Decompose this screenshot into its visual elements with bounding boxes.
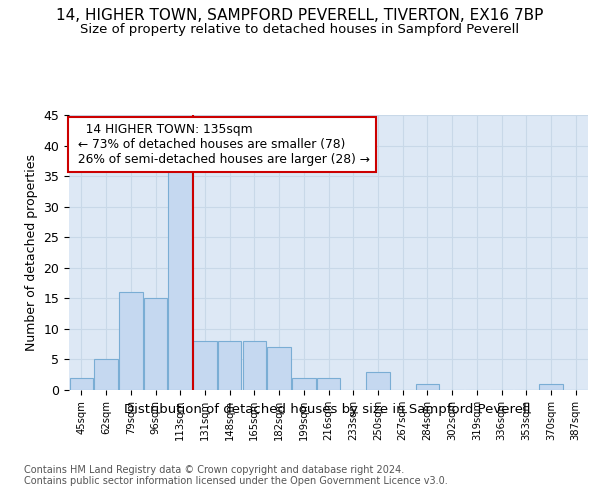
Bar <box>218 341 241 390</box>
Bar <box>169 164 192 390</box>
Bar <box>94 360 118 390</box>
Text: Size of property relative to detached houses in Sampford Peverell: Size of property relative to detached ho… <box>80 22 520 36</box>
Bar <box>242 341 266 390</box>
Bar <box>193 341 217 390</box>
Text: Contains public sector information licensed under the Open Government Licence v3: Contains public sector information licen… <box>24 476 448 486</box>
Bar <box>317 378 340 390</box>
Bar <box>268 347 291 390</box>
Text: Distribution of detached houses by size in Sampford Peverell: Distribution of detached houses by size … <box>124 402 530 415</box>
Bar <box>366 372 389 390</box>
Bar <box>416 384 439 390</box>
Bar <box>292 378 316 390</box>
Text: Contains HM Land Registry data © Crown copyright and database right 2024.: Contains HM Land Registry data © Crown c… <box>24 465 404 475</box>
Bar <box>539 384 563 390</box>
Y-axis label: Number of detached properties: Number of detached properties <box>25 154 38 351</box>
Text: 14, HIGHER TOWN, SAMPFORD PEVERELL, TIVERTON, EX16 7BP: 14, HIGHER TOWN, SAMPFORD PEVERELL, TIVE… <box>56 8 544 22</box>
Text: 14 HIGHER TOWN: 135sqm
 ← 73% of detached houses are smaller (78)
 26% of semi-d: 14 HIGHER TOWN: 135sqm ← 73% of detached… <box>74 123 370 166</box>
Bar <box>70 378 93 390</box>
Bar <box>144 298 167 390</box>
Bar <box>119 292 143 390</box>
